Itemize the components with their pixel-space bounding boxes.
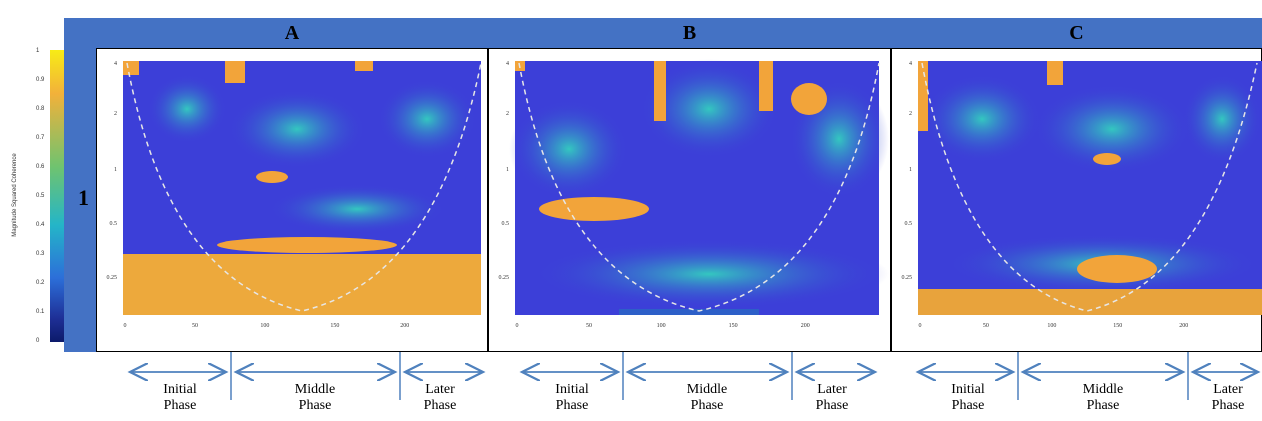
y-tick-label: 2 (909, 111, 912, 117)
x-tick-label: 200 (1179, 323, 1188, 329)
colorbar-tick-label: 0.2 (36, 280, 45, 286)
colorbar-tick-label: 0.3 (36, 251, 45, 257)
y-tick-label: 2 (506, 111, 509, 117)
colorbar-tick-label: 0.9 (36, 77, 45, 83)
x-tick-label: 0 (919, 323, 922, 329)
colorbar-title: Magnitude Squared Coherence (12, 153, 18, 237)
colorbar-tick-label: 0 (36, 338, 40, 344)
phase-initial-b: Initial Phase (555, 382, 589, 413)
colorbar-tick-label: 0.5 (36, 193, 45, 199)
x-tick-label: 0 (516, 323, 519, 329)
y-tick-label: 0.25 (107, 275, 118, 281)
phase-middle-b: Middle Phase (686, 382, 728, 413)
column-header-a: A (284, 22, 300, 44)
wavelet-coherence-plot-a: 4 2 1 0.5 0.25 0 50 100 150 200 (107, 61, 482, 329)
y-tick-label: 4 (909, 61, 912, 67)
axis-labels-a: 4 2 1 0.5 0.25 0 50 100 150 200 (107, 61, 410, 329)
x-tick-label: 100 (260, 323, 269, 329)
axis-labels-c: 4 2 1 0.5 0.25 0 50 100 150 200 (902, 61, 1189, 329)
y-tick-label: 0.5 (905, 221, 913, 227)
phase-middle-c: Middle Phase (1082, 382, 1124, 413)
phase-later-b: Later Phase (815, 382, 849, 413)
panel-c: 4 2 1 0.5 0.25 0 50 100 150 200 (891, 48, 1262, 352)
colorbar-tick-label: 0.1 (36, 309, 45, 315)
y-tick-label: 0.25 (499, 275, 510, 281)
colorbar (50, 50, 64, 342)
x-tick-label: 0 (124, 323, 127, 329)
row-label-bar (64, 48, 96, 352)
x-tick-label: 200 (801, 323, 810, 329)
x-tick-label: 100 (1047, 323, 1056, 329)
wavelet-coherence-plot-c: 4 2 1 0.5 0.25 0 50 100 150 200 (902, 61, 1262, 329)
x-tick-label: 100 (657, 323, 666, 329)
row-label: 1 (78, 185, 89, 210)
panel-b: 4 2 1 0.5 0.25 0 50 100 150 200 (488, 48, 891, 352)
y-tick-label: 4 (506, 61, 509, 67)
phase-initial-a: Initial Phase (163, 382, 197, 413)
colorbar-tick-label: 0.4 (36, 222, 45, 228)
phase-middle-a: Middle Phase (294, 382, 336, 413)
column-header-c: C (1069, 22, 1084, 44)
column-header-b: B (682, 22, 697, 44)
y-tick-label: 4 (114, 61, 117, 67)
y-tick-label: 2 (114, 111, 117, 117)
y-tick-label: 0.5 (110, 221, 118, 227)
y-tick-label: 1 (114, 167, 117, 173)
x-tick-label: 50 (192, 323, 198, 329)
y-tick-label: 0.25 (902, 275, 913, 281)
x-tick-label: 50 (983, 323, 989, 329)
column-header-band (64, 18, 1262, 48)
x-tick-label: 50 (586, 323, 592, 329)
y-tick-label: 1 (506, 167, 509, 173)
x-tick-label: 150 (729, 323, 738, 329)
axis-labels-b: 4 2 1 0.5 0.25 0 50 100 150 200 (499, 61, 810, 329)
colorbar-tick-label: 0.7 (36, 135, 45, 141)
x-tick-label: 150 (330, 323, 339, 329)
colorbar-tick-label: 1 (36, 48, 40, 54)
x-tick-label: 200 (400, 323, 409, 329)
phase-initial-c: Initial Phase (951, 382, 985, 413)
phase-later-c: Later Phase (1211, 382, 1245, 413)
phase-later-a: Later Phase (423, 382, 457, 413)
y-tick-label: 1 (909, 167, 912, 173)
colorbar-tick-label: 0.6 (36, 164, 45, 170)
colorbar-tick-label: 0.8 (36, 106, 45, 112)
wavelet-coherence-plot-b: 4 2 1 0.5 0.25 0 50 100 150 200 (499, 59, 889, 329)
x-tick-label: 150 (1113, 323, 1122, 329)
y-tick-label: 0.5 (502, 221, 510, 227)
panel-a: 4 2 1 0.5 0.25 0 50 100 150 200 (96, 48, 488, 352)
